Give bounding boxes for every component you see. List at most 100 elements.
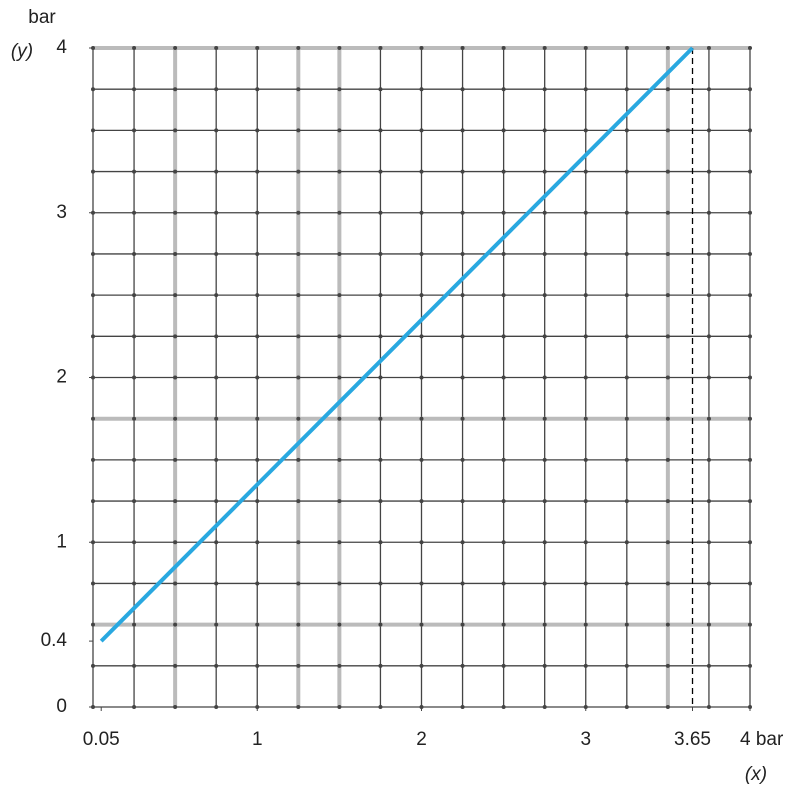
grid-node [132, 622, 137, 627]
grid-node [583, 375, 588, 380]
grid-node [132, 46, 137, 50]
grid-node [173, 663, 178, 668]
grid-node [665, 46, 670, 50]
grid-node [378, 375, 383, 380]
grid-node [624, 251, 629, 256]
grid-node [132, 293, 137, 298]
grid-node [255, 169, 260, 174]
y-tick-label: 0.4 [41, 630, 68, 651]
grid-node [583, 334, 588, 339]
grid-node [173, 169, 178, 174]
grid-node [624, 540, 629, 545]
grid-node [91, 457, 95, 462]
grid-node [132, 663, 137, 668]
grid-node [624, 499, 629, 504]
grid-node [665, 622, 670, 627]
grid-node [460, 293, 465, 298]
grid-node [501, 251, 506, 256]
grid-node [706, 705, 711, 709]
grid-node [255, 375, 260, 380]
grid-node [173, 581, 178, 586]
grid-node [255, 210, 260, 215]
grid-node [624, 293, 629, 298]
grid-node [296, 251, 301, 256]
grid-node [748, 457, 752, 462]
grid-node [748, 128, 752, 133]
grid-node [91, 663, 95, 668]
grid-node [706, 457, 711, 462]
grid-node [542, 663, 547, 668]
grid-node [214, 375, 219, 380]
grid-node [132, 705, 137, 709]
grid-node [460, 416, 465, 421]
grid-node [173, 210, 178, 215]
grid-node [665, 540, 670, 545]
grid-node [583, 87, 588, 92]
grid-node [706, 293, 711, 298]
grid-node [296, 128, 301, 133]
grid-node [624, 622, 629, 627]
grid-node [214, 663, 219, 668]
grid-node [748, 622, 752, 627]
grid-node [665, 457, 670, 462]
grid-node [501, 457, 506, 462]
grid-node [296, 375, 301, 380]
grid-node [706, 540, 711, 545]
grid-node [255, 663, 260, 668]
grid-node [91, 169, 95, 174]
y-axis-label: (y) [11, 41, 33, 62]
grid-node [296, 540, 301, 545]
grid-node [419, 334, 424, 339]
grid-node [501, 705, 506, 709]
grid-node [337, 705, 342, 709]
grid-node [255, 128, 260, 133]
x-tick-label: 4 bar [740, 729, 784, 750]
y-tick-label: 4 [56, 37, 67, 58]
grid-node [337, 210, 342, 215]
grid-node [501, 540, 506, 545]
x-tick-label: 1 [252, 729, 263, 750]
grid-node [542, 499, 547, 504]
grid-node [296, 169, 301, 174]
grid-node [378, 499, 383, 504]
grid-node [132, 334, 137, 339]
grid-node [255, 251, 260, 256]
grid-node [583, 663, 588, 668]
grid-node [542, 416, 547, 421]
grid-node [419, 375, 424, 380]
grid-node [296, 210, 301, 215]
grid-node [132, 375, 137, 380]
grid-node [624, 87, 629, 92]
grid-node [337, 375, 342, 380]
grid-node [91, 622, 95, 627]
grid-node [419, 87, 424, 92]
grid-node [296, 334, 301, 339]
grid-node [748, 169, 752, 174]
grid-node [214, 540, 219, 545]
grid-node [173, 293, 178, 298]
grid-node [378, 169, 383, 174]
grid-node [460, 87, 465, 92]
grid-node [501, 87, 506, 92]
grid-node [501, 622, 506, 627]
grid-node [214, 87, 219, 92]
grid-node [748, 87, 752, 92]
grid-node [665, 293, 670, 298]
grid-node [501, 663, 506, 668]
grid-node [214, 581, 219, 586]
grid-node [542, 210, 547, 215]
grid-node [665, 128, 670, 133]
grid-node [378, 581, 383, 586]
grid-node [296, 416, 301, 421]
grid-node [501, 46, 506, 50]
grid-node [419, 581, 424, 586]
grid-node [583, 46, 588, 50]
grid-node [337, 499, 342, 504]
grid-node [748, 251, 752, 256]
grid-node [132, 128, 137, 133]
grid-node [337, 251, 342, 256]
grid-node [665, 375, 670, 380]
grid-node [419, 540, 424, 545]
grid-node [542, 622, 547, 627]
grid-node [583, 540, 588, 545]
